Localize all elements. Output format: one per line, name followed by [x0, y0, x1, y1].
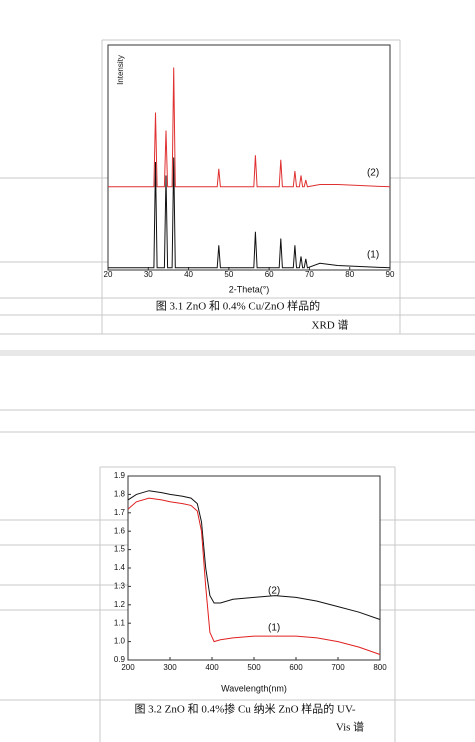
y-tick-label: 1.6 [114, 526, 126, 535]
y-tick-label: 1.8 [114, 490, 126, 499]
y-tick-label: 1.5 [114, 545, 126, 554]
y-tick-label: 1.4 [114, 563, 126, 572]
y-tick-label: 1.0 [114, 637, 126, 646]
x-tick-label: 90 [386, 270, 395, 279]
x-tick-label: 200 [121, 663, 135, 672]
page-break [0, 350, 475, 356]
x-tick-label: 300 [163, 663, 177, 672]
plot-frame [107, 44, 391, 271]
x-axis-label: 2-Theta(°) [229, 284, 270, 294]
page-grid [0, 39, 475, 742]
x-axis-label: Wavelength(nm) [221, 683, 287, 693]
caption-line: 图 3.1 ZnO 和 0.4% Cu/ZnO 样品的 [156, 299, 320, 313]
x-tick-label: 30 [144, 270, 153, 279]
x-tick-label: 70 [305, 270, 314, 279]
x-tick-label: 50 [224, 270, 233, 279]
x-tick-label: 20 [104, 270, 113, 279]
series-label: (2) [268, 586, 280, 597]
y-tick-label: 1.2 [114, 600, 126, 609]
x-tick-label: 60 [265, 270, 274, 279]
x-tick-label: 500 [247, 663, 261, 672]
series-label: (1) [268, 622, 280, 633]
caption-line: XRD 谱 [312, 318, 349, 332]
caption-line: 图 3.2 ZnO 和 0.4%掺 Cu 纳米 ZnO 样品的 UV- [134, 702, 355, 716]
y-tick-label: 1.9 [114, 471, 126, 480]
y-tick-label: 1.7 [114, 508, 126, 517]
x-tick-label: 600 [289, 663, 303, 672]
series-line [108, 157, 391, 269]
y-tick-label: 0.9 [114, 655, 126, 664]
y-tick-label: 1.1 [114, 618, 126, 627]
x-tick-label: 400 [205, 663, 219, 672]
y-tick-label: 1.3 [114, 582, 126, 591]
series-label: (1) [367, 250, 379, 261]
y-axis-label: Intensity [116, 55, 125, 85]
x-tick-label: 80 [345, 270, 354, 279]
x-tick-label: 40 [184, 270, 193, 279]
caption-line: Vis 谱 [336, 720, 364, 734]
series-line [108, 67, 391, 188]
plot-frame [127, 475, 381, 661]
series-line [127, 490, 381, 620]
x-tick-label: 700 [331, 663, 345, 672]
series-line [127, 497, 381, 655]
x-tick-label: 800 [373, 663, 387, 672]
series-label: (2) [367, 168, 379, 179]
